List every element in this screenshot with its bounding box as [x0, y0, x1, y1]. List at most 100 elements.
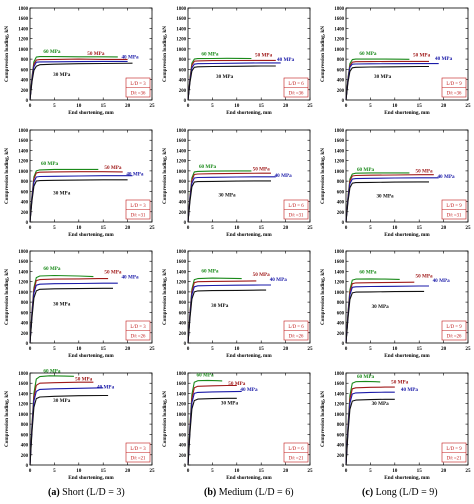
y-tick-label: 1600 — [176, 382, 186, 387]
series-label: 50 MPa — [255, 53, 273, 59]
x-tick-label: 15 — [417, 346, 423, 352]
y-tick-label: 400 — [21, 444, 29, 449]
series-label: 40 MPa — [121, 55, 139, 61]
series-line — [345, 177, 439, 223]
y-tick-label: 1000 — [334, 291, 344, 296]
series-line — [345, 285, 429, 344]
dt-ratio-label: D/t =21 — [131, 457, 146, 462]
series-label: 30 MPa — [53, 398, 71, 404]
y-axis-label: Compression loading, kN — [162, 148, 168, 204]
y-tick-label: 1600 — [334, 139, 344, 144]
y-tick-label: 1200 — [176, 281, 186, 286]
series-label: 50 MPa — [228, 381, 246, 387]
y-tick-label: 200 — [179, 454, 187, 459]
y-tick-label: 1400 — [18, 27, 28, 32]
series-label: 40 MPa — [126, 171, 144, 177]
y-tick-label: 0 — [26, 342, 29, 347]
chart-svg: 0 200 400 600 800 1000 1200 1400 1600 1800 0 5 10 15 2… — [4, 250, 155, 359]
y-tick-label: 800 — [337, 58, 345, 63]
y-tick-label: 1800 — [176, 250, 186, 255]
x-tick-label: 25 — [465, 346, 471, 352]
x-axis-label: End shortening, mm — [68, 232, 114, 238]
x-tick-label: 10 — [392, 103, 398, 109]
series-line — [187, 62, 281, 101]
y-tick-label: 1400 — [334, 392, 344, 397]
series-label: 60 MPa — [199, 164, 217, 170]
x-tick-label: 15 — [101, 103, 107, 109]
y-tick-label: 1200 — [334, 281, 344, 286]
ld-ratio-label: L/D = 3 — [130, 204, 146, 209]
series-label: 30 MPa — [374, 74, 392, 80]
y-tick-label: 1600 — [176, 17, 186, 22]
x-tick-label: 0 — [29, 103, 32, 109]
chart-panel: 0 200 400 600 800 1000 1200 1400 1600 1800 0 5 10 15 2… — [316, 367, 474, 487]
ld-ratio-label: L/D = 9 — [446, 204, 462, 209]
x-tick-label: 5 — [211, 103, 214, 109]
y-tick-label: 1200 — [18, 160, 28, 165]
y-tick-label: 1800 — [18, 129, 28, 134]
y-tick-label: 0 — [342, 221, 345, 226]
y-tick-label: 1000 — [18, 170, 28, 175]
x-tick-label: 20 — [441, 225, 447, 231]
series-line — [29, 60, 128, 101]
series-label: 50 MPa — [104, 165, 122, 171]
series-label: 50 MPa — [391, 380, 409, 386]
x-tick-label: 15 — [101, 346, 107, 352]
x-tick-label: 5 — [53, 225, 56, 231]
y-axis-label: Compression loading, kN — [4, 148, 10, 204]
chart-svg: 0 200 400 600 800 1000 1200 1400 1600 1800 0 5 10 15 2… — [162, 250, 313, 359]
y-tick-label: 800 — [179, 301, 187, 306]
series-label: 30 MPa — [376, 193, 394, 199]
x-tick-label: 20 — [125, 346, 131, 352]
series-label: 30 MPa — [372, 304, 390, 310]
y-tick-label: 1000 — [176, 291, 186, 296]
chart-panel: 0 200 400 600 800 1000 1200 1400 1600 1800 0 5 10 15 2… — [158, 245, 316, 365]
caption-c: (c) Long (L/D = 9) — [362, 487, 438, 498]
chart-svg: 0 200 400 600 800 1000 1200 1400 1600 1800 0 5 10 15 2… — [320, 372, 471, 481]
y-tick-label: 400 — [21, 322, 29, 327]
y-tick-label: 800 — [337, 180, 345, 185]
y-tick-label: 1400 — [176, 149, 186, 154]
y-tick-label: 0 — [26, 99, 29, 104]
dt-ratio-label: D/t =26 — [447, 335, 462, 340]
y-tick-label: 200 — [21, 332, 29, 337]
x-tick-label: 15 — [101, 225, 107, 231]
x-axis-label: End shortening, mm — [68, 353, 114, 359]
y-tick-label: 600 — [179, 311, 187, 316]
chart-svg: 0 200 400 600 800 1000 1200 1400 1600 1800 0 5 10 15 2… — [4, 368, 155, 481]
series-label: 60 MPa — [43, 49, 61, 55]
y-tick-label: 200 — [337, 211, 345, 216]
y-tick-label: 1400 — [334, 149, 344, 154]
y-tick-label: 800 — [337, 423, 345, 428]
y-tick-label: 1400 — [18, 392, 28, 397]
y-tick-label: 1000 — [18, 413, 28, 418]
plot-frame — [187, 129, 311, 223]
chart-panel: 0 200 400 600 800 1000 1200 1400 1600 1800 0 5 10 15 2… — [316, 124, 474, 244]
x-tick-label: 10 — [392, 468, 398, 474]
x-tick-label: 5 — [53, 468, 56, 474]
dt-ratio-label: D/t =31 — [289, 214, 304, 219]
x-tick-label: 0 — [187, 225, 190, 231]
ld-ratio-label: L/D = 6 — [288, 204, 304, 209]
y-tick-label: 1200 — [176, 160, 186, 165]
series-label: 60 MPa — [201, 52, 219, 58]
y-tick-label: 200 — [179, 332, 187, 337]
series-line — [187, 289, 267, 344]
y-tick-label: 1800 — [334, 372, 344, 377]
y-tick-label: 0 — [184, 99, 187, 104]
series-line — [29, 175, 133, 223]
y-tick-label: 1800 — [334, 7, 344, 12]
series-label: 40 MPa — [121, 275, 139, 281]
x-tick-label: 10 — [234, 103, 240, 109]
y-tick-label: 600 — [337, 433, 345, 438]
y-tick-label: 800 — [179, 58, 187, 63]
y-tick-label: 1400 — [176, 392, 186, 397]
y-axis-label: Compression loading, kN — [162, 26, 168, 82]
y-tick-label: 400 — [21, 79, 29, 84]
y-tick-label: 1800 — [334, 129, 344, 134]
y-tick-label: 1400 — [18, 270, 28, 275]
chart-svg: 0 200 400 600 800 1000 1200 1400 1600 1800 0 5 10 15 2… — [162, 129, 313, 238]
x-tick-label: 10 — [76, 103, 82, 109]
y-tick-label: 1400 — [176, 27, 186, 32]
series-line — [345, 63, 439, 101]
